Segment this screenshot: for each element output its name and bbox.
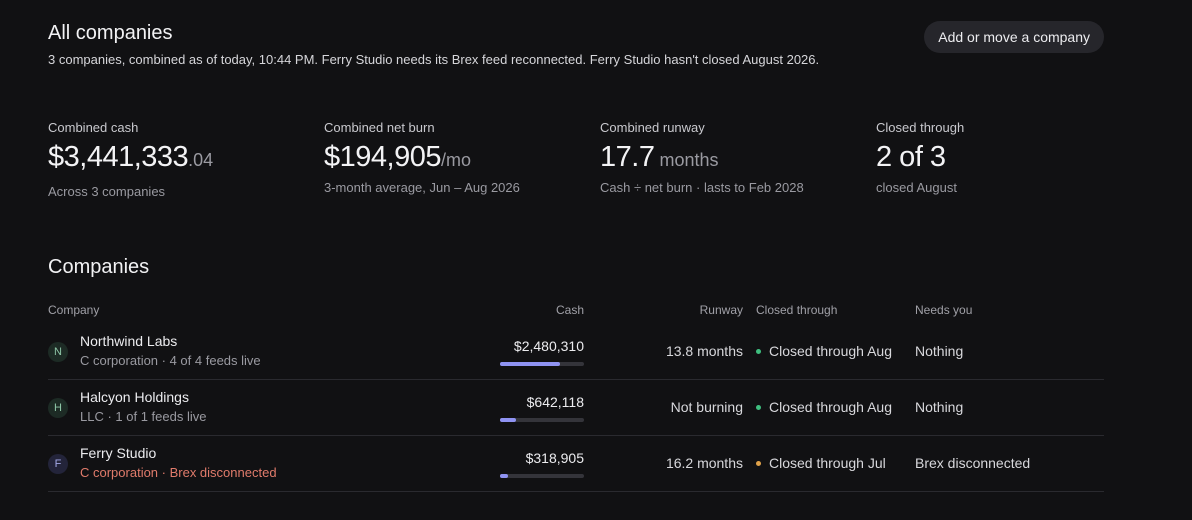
closed-through-label: Closed through Aug [769,343,892,359]
company-needs-you: Nothing [915,343,964,359]
stat-value: 17.7 months [600,141,860,174]
page-subtitle: 3 companies, combined as of today, 10:44… [48,52,820,67]
company-needs-you: Brex disconnected [915,455,1031,471]
stat-label: Combined runway [600,120,705,135]
column-cash: Cash [555,303,584,317]
closed-through-label: Closed through Aug [769,399,892,415]
stat-value: 2 of 3 [876,141,1136,174]
table-row[interactable]: N Northwind Labs C corporation · 4 of 4 … [48,324,1104,380]
cash-bar-fill [500,418,516,422]
stat-sub: closed August [876,180,957,195]
company-cash: $2,480,310 [513,338,584,354]
stat-suffix: .04 [188,150,214,170]
company-cash: $318,905 [525,450,584,466]
stats-row: Combined cash $3,441,333.04 Across 3 com… [48,120,1104,210]
stat-value: $3,441,333.04 [48,141,308,174]
company-runway: 16.2 months [665,455,743,471]
closed-through-label: Closed through Jul [769,455,886,471]
company-runway: 13.8 months [665,343,743,359]
stat-label: Closed through [876,120,965,135]
company-needs-you: Nothing [915,399,964,415]
status-dot [756,348,761,354]
stat-combined-runway: Combined runway 17.7 months Cash ÷ net b… [600,120,860,195]
stat-combined-cash: Combined cash $3,441,333.04 Across 3 com… [48,120,308,199]
column-needs-you: Needs you [915,303,973,317]
stat-label: Combined cash [48,120,139,135]
cash-bar [500,474,584,478]
status-dot [756,404,761,410]
company-meta: C corporation · Brex disconnected [80,465,277,480]
stat-closed-through: Closed through 2 of 3 closed August [876,120,1136,195]
column-company: Company [48,303,100,317]
stat-main: 2 of 3 [876,141,946,173]
table-header: Company Cash Runway Closed through Needs… [48,296,1104,324]
company-name[interactable]: Halcyon Holdings [80,389,189,405]
stat-suffix: months [654,150,719,170]
company-avatar: F [48,454,68,474]
company-runway: Not burning [670,399,743,415]
column-closed-through: Closed through [756,303,838,317]
company-closed-through: Closed through Aug [756,343,892,359]
cash-bar-fill [500,362,561,366]
companies-table: Company Cash Runway Closed through Needs… [48,296,1104,492]
add-or-move-company-button[interactable]: Add or move a company [924,21,1104,53]
table-row[interactable]: H Halcyon Holdings LLC · 1 of 1 feeds li… [48,380,1104,436]
company-cash: $642,118 [526,394,584,410]
stat-value: $194,905/mo [324,141,584,174]
stat-main: 17.7 [600,141,655,173]
stat-label: Combined net burn [324,120,435,135]
cash-bar [500,418,584,422]
stat-main: $194,905 [324,141,441,173]
company-meta: LLC · 1 of 1 feeds live [80,409,207,424]
page-header: All companies 3 companies, combined as o… [48,0,1104,100]
stat-suffix: /mo [440,150,471,170]
stat-combined-burn: Combined net burn $194,905/mo 3-month av… [324,120,584,195]
company-closed-through: Closed through Jul [756,455,886,471]
company-name[interactable]: Ferry Studio [80,445,157,461]
company-avatar: H [48,398,68,418]
companies-heading: Companies [48,256,150,278]
column-runway: Runway [699,303,743,317]
table-row[interactable]: F Ferry Studio C corporation · Brex disc… [48,436,1104,492]
company-closed-through: Closed through Aug [756,399,892,415]
stat-sub: 3-month average, Jun – Aug 2026 [324,180,520,195]
stat-sub: Across 3 companies [48,184,166,199]
cash-bar [500,362,584,366]
company-name[interactable]: Northwind Labs [80,333,178,349]
company-meta: C corporation · 4 of 4 feeds live [80,353,261,368]
company-avatar: N [48,342,68,362]
page: All companies 3 companies, combined as o… [48,0,1104,492]
stat-sub: Cash ÷ net burn · lasts to Feb 2028 [600,180,804,195]
page-title: All companies [48,22,173,44]
status-dot [756,460,761,466]
cash-bar-fill [500,474,508,478]
stat-main: $3,441,333 [48,141,189,173]
